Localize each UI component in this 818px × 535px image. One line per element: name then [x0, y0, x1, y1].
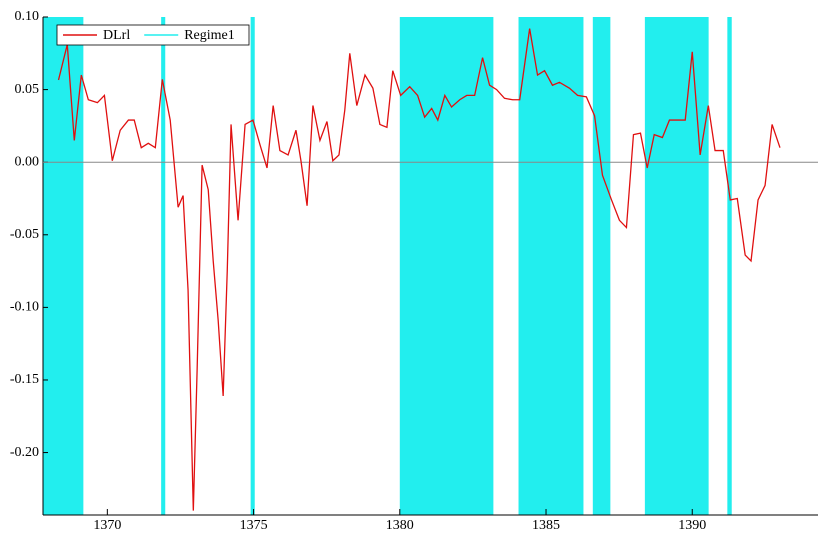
regime-band [43, 17, 83, 515]
x-tick-label: 1370 [93, 518, 121, 533]
y-tick-label: -0.20 [10, 445, 39, 460]
x-tick-label: 1380 [386, 518, 414, 533]
y-tick-label: 0.00 [15, 154, 40, 169]
x-tick-label: 1385 [532, 518, 560, 533]
x-tick-label: 1375 [240, 518, 268, 533]
y-tick-label: -0.10 [10, 300, 39, 315]
regime-band [727, 17, 731, 515]
legend-label: Regime1 [184, 28, 235, 43]
y-tick-label: 0.05 [15, 82, 40, 97]
chart: 0.10 0.05 0.00 -0.05 -0.10 -0.15 -0.20 1370 1375… [0, 0, 818, 535]
legend: DLrl Regime1 [57, 25, 249, 45]
regime-band [251, 17, 255, 515]
y-tick-label: 0.10 [15, 9, 40, 24]
legend-label: DLrl [103, 28, 130, 43]
y-tick-label: -0.05 [10, 227, 39, 242]
page: 0.10 0.05 0.00 -0.05 -0.10 -0.15 -0.20 1370 1375… [0, 0, 818, 535]
y-tick-label: -0.15 [10, 372, 39, 387]
x-tick-label: 1390 [678, 518, 706, 533]
regime-band [593, 17, 611, 515]
regime-band [645, 17, 709, 515]
regime-bands [43, 17, 732, 515]
